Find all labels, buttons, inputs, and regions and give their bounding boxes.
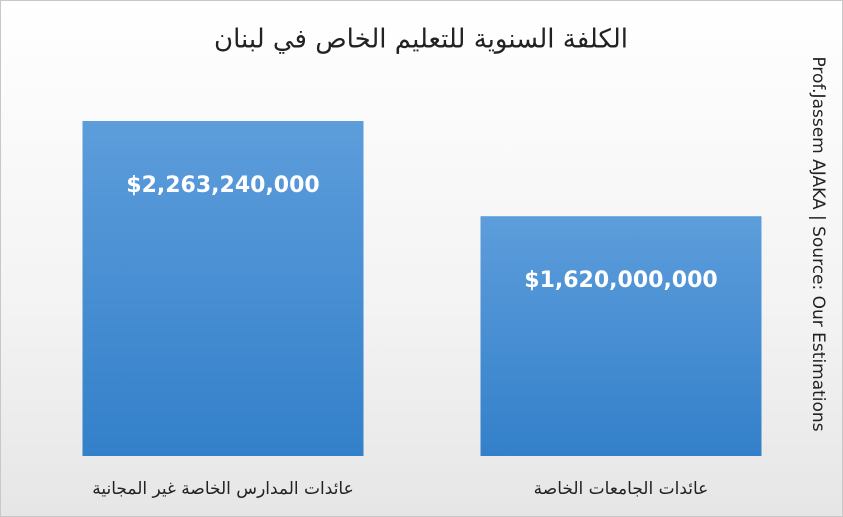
value-label: $2,263,240,000: [126, 173, 319, 198]
x-tick-label: عائدات الجامعات الخاصة: [534, 479, 709, 499]
bar: [82, 121, 364, 456]
x-tick-label: عائدات المدارس الخاصة غير المجانية: [92, 479, 354, 499]
bar: [480, 216, 762, 456]
value-label: $1,620,000,000: [524, 268, 717, 293]
source-note: Prof.Jassem AJAKA | Source: Our Estimati…: [808, 56, 828, 431]
chart-title: الكلفة السنوية للتعليم الخاص في لبنان: [214, 25, 628, 55]
